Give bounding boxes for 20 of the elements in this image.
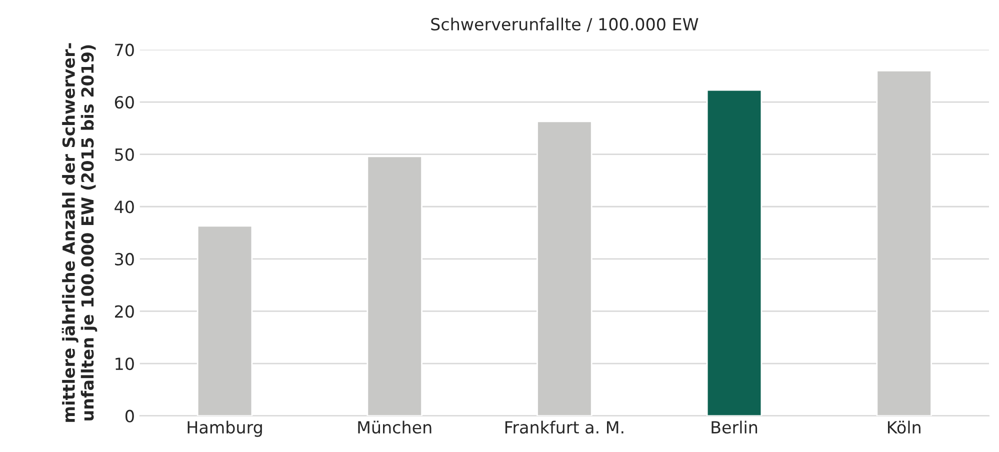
y-tick-label: 20 [115, 305, 134, 318]
x-tick-label: Köln [888, 420, 920, 434]
y-tick-label: 0 [125, 410, 134, 422]
bar [706, 89, 762, 416]
bar [366, 156, 422, 416]
y-tick-label: 50 [115, 148, 134, 161]
bar [536, 120, 592, 416]
x-tick-label: München [358, 420, 432, 434]
y-tick-label: 60 [114, 96, 134, 109]
x-tick-label: Hamburg [188, 420, 262, 437]
bar [876, 70, 932, 416]
x-tick-label: Berlin [712, 420, 758, 434]
chart-title: Schwerverunfallte / 100.000 EW [431, 18, 698, 32]
y-tick-label: 70 [115, 44, 134, 56]
y-tick-label: 30 [115, 252, 134, 266]
y-tick-label: 40 [114, 200, 134, 214]
y-axis-title: mittlere jährliche Anzahl der Schwerver- unfallten je 100.000 EW (2015 bis 2019) [62, 43, 98, 422]
y-tick-label: 10 [116, 358, 134, 370]
x-tick-label: Frankfurt a. M. [505, 420, 624, 434]
bar [196, 225, 253, 416]
